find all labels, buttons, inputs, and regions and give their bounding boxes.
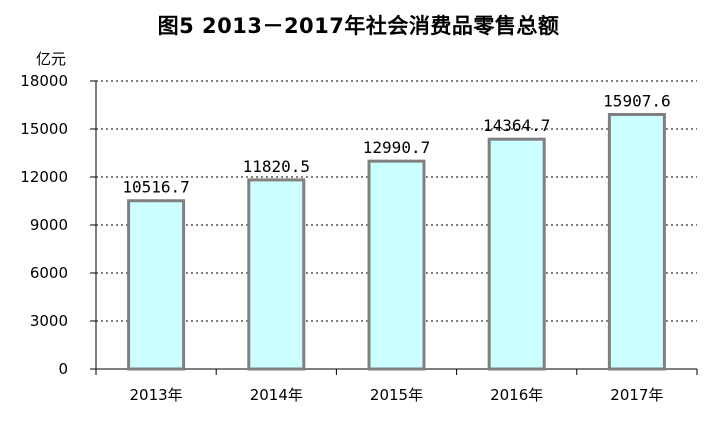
data-label-5: 15907.6 [603, 91, 670, 110]
y-tick-label: 9000 [30, 216, 68, 234]
bar-1 [127, 199, 186, 371]
data-label-3: 12990.7 [363, 138, 430, 157]
bar-2 [247, 178, 306, 371]
x-category-label-3: 2015年 [370, 386, 423, 404]
bar-5 [607, 112, 666, 371]
y-tick-label: 6000 [30, 264, 68, 282]
x-category-label-5: 2017年 [610, 386, 663, 404]
y-tick-label: 18000 [20, 72, 68, 90]
data-label-2: 11820.5 [243, 157, 310, 176]
y-tick-label: 3000 [30, 312, 68, 330]
bar-4 [487, 137, 546, 371]
y-axis-unit-label: 亿元 [36, 50, 67, 68]
y-tick-label: 15000 [20, 120, 68, 138]
chart-title: 图5 2013－2017年社会消费品零售总额 [157, 14, 560, 38]
y-tick-label: 0 [58, 360, 68, 378]
x-category-label-4: 2016年 [490, 386, 543, 404]
bar-3 [367, 159, 426, 371]
bars [127, 112, 666, 371]
labels: 0 3000 6000 9000 12000 15000 18000 10516.7 2013年… [20, 72, 670, 404]
y-tick-label: 12000 [20, 168, 68, 186]
x-category-label-2: 2014年 [250, 386, 303, 404]
data-label-4: 14364.7 [483, 116, 550, 135]
data-label-1: 10516.7 [122, 178, 189, 197]
x-category-label-1: 2013年 [130, 386, 183, 404]
